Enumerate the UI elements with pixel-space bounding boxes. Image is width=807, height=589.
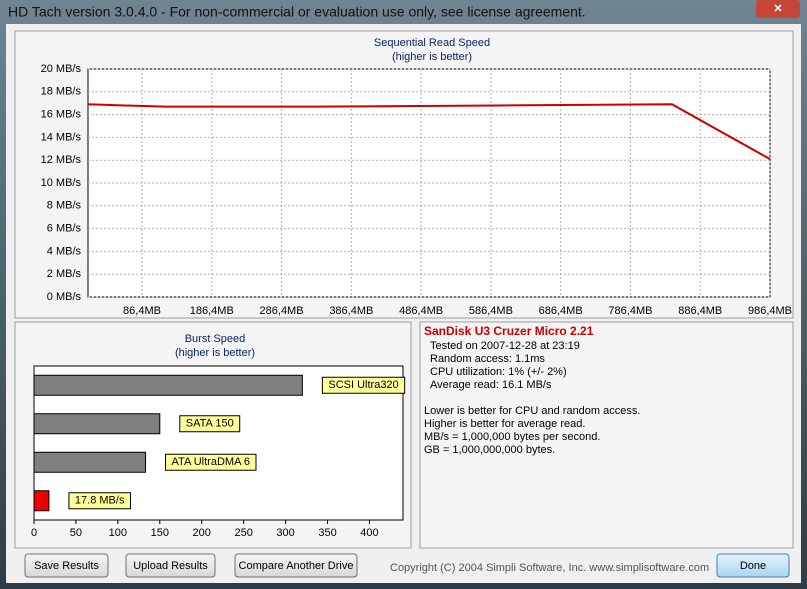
x-tick-label: 86,4MB xyxy=(123,305,161,317)
bar-label: 17.8 MB/s xyxy=(75,495,125,507)
button-label[interactable]: Done xyxy=(740,560,766,572)
chart-title: Burst Speed xyxy=(185,333,246,345)
read-line xyxy=(87,103,771,160)
info-panel xyxy=(419,321,794,549)
bar-label-box xyxy=(321,376,406,394)
chart-subtitle: (higher is better) xyxy=(175,347,255,359)
x-tick-label: 186,4MB xyxy=(190,305,234,317)
chart-subtitle: (higher is better) xyxy=(392,51,472,63)
copyright: Copyright (C) 2004 Simpli Software, Inc.… xyxy=(390,562,709,574)
bar xyxy=(33,374,303,396)
info-note: Lower is better for CPU and random acces… xyxy=(424,405,640,417)
y-tick-label: 20 MB/s xyxy=(41,63,82,75)
bar-label: SCSI Ultra320 xyxy=(328,379,398,391)
x-tick-label: 0 xyxy=(31,527,37,539)
x-tick-label: 486,4MB xyxy=(399,305,443,317)
info-line: Random access: 1.1ms xyxy=(430,353,545,365)
button-label[interactable]: Upload Results xyxy=(133,560,208,572)
x-tick-label: 300 xyxy=(276,527,294,539)
info-note: GB = 1,000,000,000 bytes. xyxy=(424,444,555,456)
bar xyxy=(33,451,147,473)
bar xyxy=(33,490,50,512)
y-tick-label: 16 MB/s xyxy=(41,109,82,121)
x-tick-label: 200 xyxy=(193,527,211,539)
y-tick-label: 4 MB/s xyxy=(47,245,82,257)
button-label[interactable]: Save Results xyxy=(34,560,99,572)
y-tick-label: 6 MB/s xyxy=(47,223,82,235)
x-tick-label: 786,4MB xyxy=(608,305,652,317)
y-tick-label: 10 MB/s xyxy=(41,177,82,189)
button[interactable] xyxy=(716,553,790,578)
drive-name: SanDisk U3 Cruzer Micro 2.21 xyxy=(424,324,594,338)
x-tick-label: 386,4MB xyxy=(329,305,373,317)
window-title: HD Tach version 3.0.4.0 - For non-commer… xyxy=(8,4,586,20)
x-tick-label: 286,4MB xyxy=(260,305,304,317)
bar-label-box xyxy=(179,415,241,433)
chart-title: Sequential Read Speed xyxy=(374,37,490,49)
x-tick-label: 350 xyxy=(318,527,336,539)
x-tick-label: 986,4MB xyxy=(748,305,792,317)
x-tick-label: 100 xyxy=(109,527,127,539)
info-line: CPU utilization: 1% (+/- 2%) xyxy=(430,366,567,378)
info-line: Average read: 16.1 MB/s xyxy=(430,379,552,391)
bar-label-box xyxy=(68,492,131,510)
x-tick-label: 400 xyxy=(360,527,378,539)
button[interactable] xyxy=(125,553,216,578)
x-tick-label: 250 xyxy=(234,527,252,539)
y-tick-label: 12 MB/s xyxy=(41,154,82,166)
bar xyxy=(33,413,161,435)
x-tick-label: 686,4MB xyxy=(539,305,583,317)
y-tick-label: 0 MB/s xyxy=(47,291,82,303)
bar-label: SATA 150 xyxy=(186,418,234,430)
y-tick-label: 14 MB/s xyxy=(41,131,82,143)
button[interactable] xyxy=(234,553,358,578)
close-button[interactable] xyxy=(756,0,800,18)
x-tick-label: 150 xyxy=(151,527,169,539)
button-label[interactable]: Compare Another Drive xyxy=(239,560,354,572)
button[interactable] xyxy=(24,553,109,578)
info-line: Tested on 2007-12-28 at 23:19 xyxy=(430,340,580,352)
x-tick-label: 50 xyxy=(70,527,82,539)
info-note: MB/s = 1,000,000 bytes per second. xyxy=(424,431,600,443)
close-icon[interactable]: ✕ xyxy=(773,3,782,15)
bar-label-box xyxy=(165,453,257,471)
x-tick-label: 586,4MB xyxy=(469,305,513,317)
bar-label: ATA UltraDMA 6 xyxy=(172,456,250,468)
y-tick-label: 18 MB/s xyxy=(41,86,82,98)
info-note: Higher is better for average read. xyxy=(424,418,585,430)
y-tick-label: 2 MB/s xyxy=(47,268,82,280)
y-tick-label: 8 MB/s xyxy=(47,200,82,212)
x-tick-label: 886,4MB xyxy=(678,305,722,317)
